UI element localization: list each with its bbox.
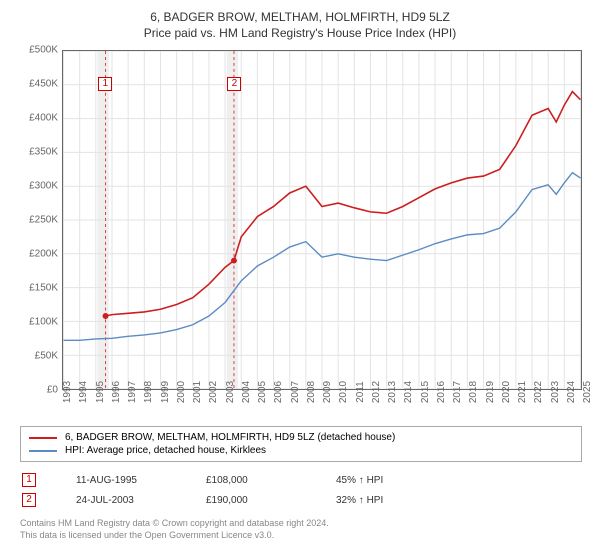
x-tick-label: 1997 xyxy=(127,381,138,403)
x-tick-label: 2001 xyxy=(192,381,203,403)
sale-hpi-delta: 32% ↑ HPI xyxy=(336,495,426,506)
x-tick-label: 2016 xyxy=(436,381,447,403)
x-tick-label: 2012 xyxy=(371,381,382,403)
x-tick-label: 2014 xyxy=(403,381,414,403)
x-tick-label: 2021 xyxy=(517,381,528,403)
legend-swatch xyxy=(29,437,57,439)
y-tick-label: £250K xyxy=(29,215,58,226)
x-tick-label: 2000 xyxy=(176,381,187,403)
y-tick-label: £350K xyxy=(29,147,58,158)
y-tick-label: £0 xyxy=(47,385,58,396)
legend-label: HPI: Average price, detached house, Kirk… xyxy=(65,445,266,456)
x-tick-label: 2025 xyxy=(582,381,593,403)
y-tick-label: £150K xyxy=(29,283,58,294)
x-tick-label: 2007 xyxy=(290,381,301,403)
sale-markers-table: 1 11-AUG-1995 £108,000 45% ↑ HPI 2 24-JUL-200… xyxy=(20,470,582,510)
sale-price: £108,000 xyxy=(206,475,296,486)
x-tick-label: 2003 xyxy=(225,381,236,403)
y-tick-label: £100K xyxy=(29,317,58,328)
legend-row: HPI: Average price, detached house, Kirk… xyxy=(29,444,573,457)
x-tick-label: 2020 xyxy=(501,381,512,403)
y-tick-label: £300K xyxy=(29,181,58,192)
x-tick-label: 2006 xyxy=(273,381,284,403)
legend-label: 6, BADGER BROW, MELTHAM, HOLMFIRTH, HD9 … xyxy=(65,432,395,443)
sale-hpi-delta: 45% ↑ HPI xyxy=(336,475,426,486)
sale-marker-row: 2 24-JUL-2003 £190,000 32% ↑ HPI xyxy=(20,490,582,510)
x-tick-label: 2011 xyxy=(355,381,366,403)
x-tick-label: 2018 xyxy=(468,381,479,403)
sale-date: 24-JUL-2003 xyxy=(76,495,166,506)
attribution-line2: This data is licensed under the Open Gov… xyxy=(20,530,582,542)
x-tick-label: 1999 xyxy=(160,381,171,403)
x-tick-label: 1998 xyxy=(143,381,154,403)
legend-swatch xyxy=(29,450,57,452)
x-tick-label: 2023 xyxy=(550,381,561,403)
sale-price: £190,000 xyxy=(206,495,296,506)
x-tick-label: 2005 xyxy=(257,381,268,403)
legend: 6, BADGER BROW, MELTHAM, HOLMFIRTH, HD9 … xyxy=(20,426,582,462)
chart-title-subtitle: Price paid vs. HM Land Registry's House … xyxy=(14,26,586,40)
sale-marker-number: 2 xyxy=(22,493,36,507)
sale-marker-badge: 2 xyxy=(227,77,241,91)
x-tick-label: 2004 xyxy=(241,381,252,403)
x-tick-label: 2024 xyxy=(566,381,577,403)
y-tick-label: £500K xyxy=(29,45,58,56)
x-axis: 1993199419951996199719981999200020012002… xyxy=(62,390,582,420)
x-tick-label: 1993 xyxy=(62,381,73,403)
chart-canvas: 12 xyxy=(62,50,582,390)
sale-marker-row: 1 11-AUG-1995 £108,000 45% ↑ HPI xyxy=(20,470,582,490)
y-tick-label: £400K xyxy=(29,113,58,124)
y-tick-label: £450K xyxy=(29,79,58,90)
chart-titles: 6, BADGER BROW, MELTHAM, HOLMFIRTH, HD9 … xyxy=(14,10,586,40)
x-tick-label: 2015 xyxy=(420,381,431,403)
x-tick-label: 2013 xyxy=(387,381,398,403)
x-tick-label: 2008 xyxy=(306,381,317,403)
x-tick-label: 2017 xyxy=(452,381,463,403)
sale-date: 11-AUG-1995 xyxy=(76,475,166,486)
attribution-line1: Contains HM Land Registry data © Crown c… xyxy=(20,518,582,530)
sale-marker-badge: 1 xyxy=(98,77,112,91)
x-tick-label: 2010 xyxy=(338,381,349,403)
y-axis: £0£50K£100K£150K£200K£250K£300K£350K£400… xyxy=(20,50,62,390)
price-chart-container: 6, BADGER BROW, MELTHAM, HOLMFIRTH, HD9 … xyxy=(0,0,600,560)
attribution: Contains HM Land Registry data © Crown c… xyxy=(20,518,582,541)
chart-svg xyxy=(63,51,581,389)
x-tick-label: 1996 xyxy=(111,381,122,403)
x-tick-label: 2009 xyxy=(322,381,333,403)
y-tick-label: £200K xyxy=(29,249,58,260)
chart-title-address: 6, BADGER BROW, MELTHAM, HOLMFIRTH, HD9 … xyxy=(14,10,586,24)
x-tick-label: 2019 xyxy=(485,381,496,403)
x-tick-label: 2002 xyxy=(208,381,219,403)
x-tick-label: 1994 xyxy=(78,381,89,403)
x-tick-label: 2022 xyxy=(533,381,544,403)
x-tick-label: 1995 xyxy=(95,381,106,403)
legend-row: 6, BADGER BROW, MELTHAM, HOLMFIRTH, HD9 … xyxy=(29,431,573,444)
plot-area: £0 £50K £100K £150K £200K £250K £300K £350K £400… xyxy=(20,50,582,420)
chart-footer: 6, BADGER BROW, MELTHAM, HOLMFIRTH, HD9 … xyxy=(20,426,582,541)
sale-marker-number: 1 xyxy=(22,473,36,487)
y-tick-label: £50K xyxy=(35,351,58,362)
